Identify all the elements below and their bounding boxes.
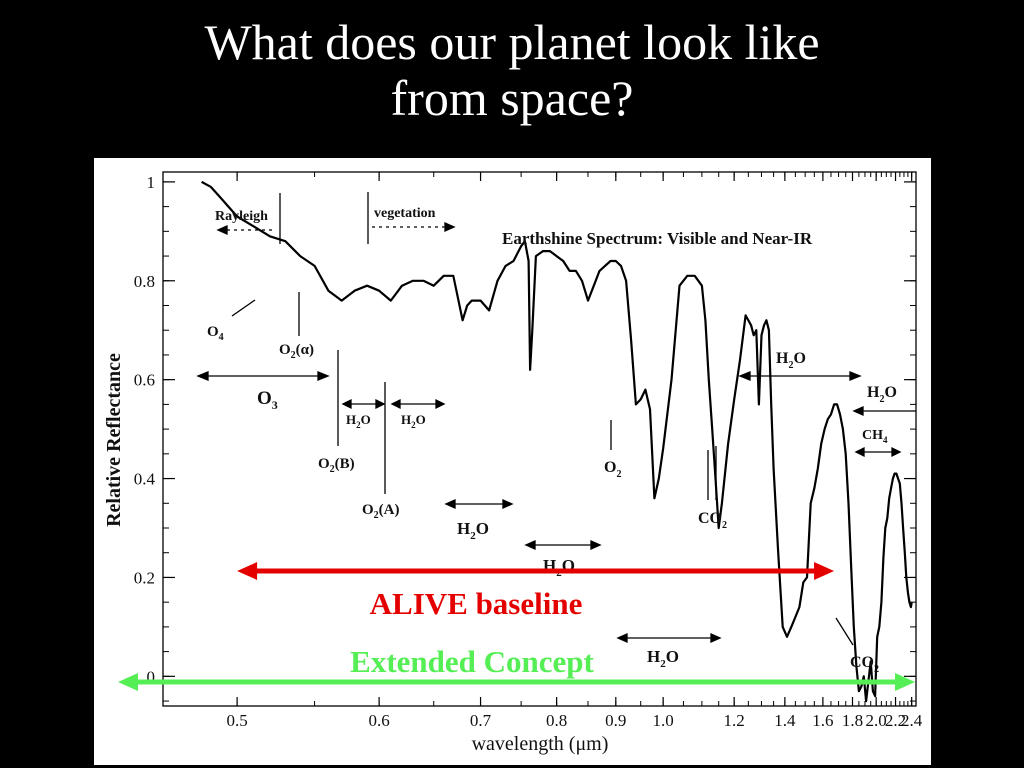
y-tick-label: 0.4 [134,470,156,489]
label-vegetation: vegetation [374,206,436,221]
label-rayleigh: Rayleigh [215,209,268,224]
label-o2-a: O2(A) [362,502,400,521]
x-tick-label: 1.8 [842,711,863,730]
y-tick-label: 0.2 [134,568,155,587]
x-axis-label: wavelength (μm) [472,733,609,755]
label-h2o-19: H2O [776,350,806,371]
alive-baseline-arrow: ALIVE baseline [237,562,835,621]
label-o2-alpha: O2(α) [279,342,314,361]
y-axis-label: Relative Reflectance [103,353,125,527]
label-h2o-small-1: H2O [346,412,371,430]
extended-concept-label: Extended Concept [350,644,594,679]
slide-title: What does our planet look like from spac… [0,14,1024,126]
alive-baseline-label: ALIVE baseline [370,586,583,621]
label-h2o-14: H2O [647,647,679,670]
spectrum-figure [94,158,931,765]
y-tick-label: 0 [147,667,156,686]
label-ch4: CH4 [862,428,888,445]
x-tick-label: 2.0 [866,711,887,730]
label-co2-16: CO2 [698,510,727,531]
label-o3: O3 [257,388,278,412]
x-tick-label: 0.6 [368,711,389,730]
x-tick-label: 0.5 [226,711,247,730]
label-h2o-094: H2O [457,519,489,542]
label-o2-127: O2 [604,459,621,480]
extended-concept-arrow: Extended Concept [118,644,915,691]
axis-tick-labels: 0.5 0.6 0.7 0.8 0.9 1.0 1.2 1.4 1.6 1.8 2.02.22.4 0… [134,173,923,730]
label-h2o-small-2: H2O [401,412,426,430]
slide-title-line-1: What does our planet look like [204,14,820,70]
label-co2-20: CO2 [850,654,879,675]
x-tick-label: 1.0 [653,711,674,730]
y-tick-label: 0.8 [134,272,155,291]
feature-labels: Rayleigh vegetation O4 O2(α) O3 H2O H2O … [207,206,897,675]
slide-title-line-2: from space? [390,70,634,126]
y-tick-label: 1 [147,173,156,192]
axis-ticks [163,172,916,706]
x-tick-label: 1.2 [724,711,745,730]
label-o4: O4 [207,324,224,343]
label-o2-b: O2(B) [318,456,355,475]
chart-title: Earthshine Spectrum: Visible and Near-IR [502,229,813,248]
extended-concept-head-right [895,673,915,691]
alive-baseline-head-right [814,562,835,580]
label-h2o-114: H2O [543,556,575,579]
x-tick-label: 0.9 [605,711,626,730]
feature-markers [196,192,916,646]
x-tick-label: 0.8 [546,711,567,730]
y-tick-label: 0.6 [134,371,155,390]
x-tick-label: 0.7 [470,711,492,730]
spectrum-line [201,180,913,703]
x-tick-label: 1.4 [774,711,796,730]
extended-concept-head-left [118,673,138,691]
x-tick-label: 1.6 [812,711,833,730]
alive-baseline-head-left [237,562,258,580]
label-h2o-24: H2O [867,384,897,405]
plot-frame [162,171,917,707]
x-tick-label: 2.4 [901,711,923,730]
x-tick-label: 2.2 [885,711,906,730]
